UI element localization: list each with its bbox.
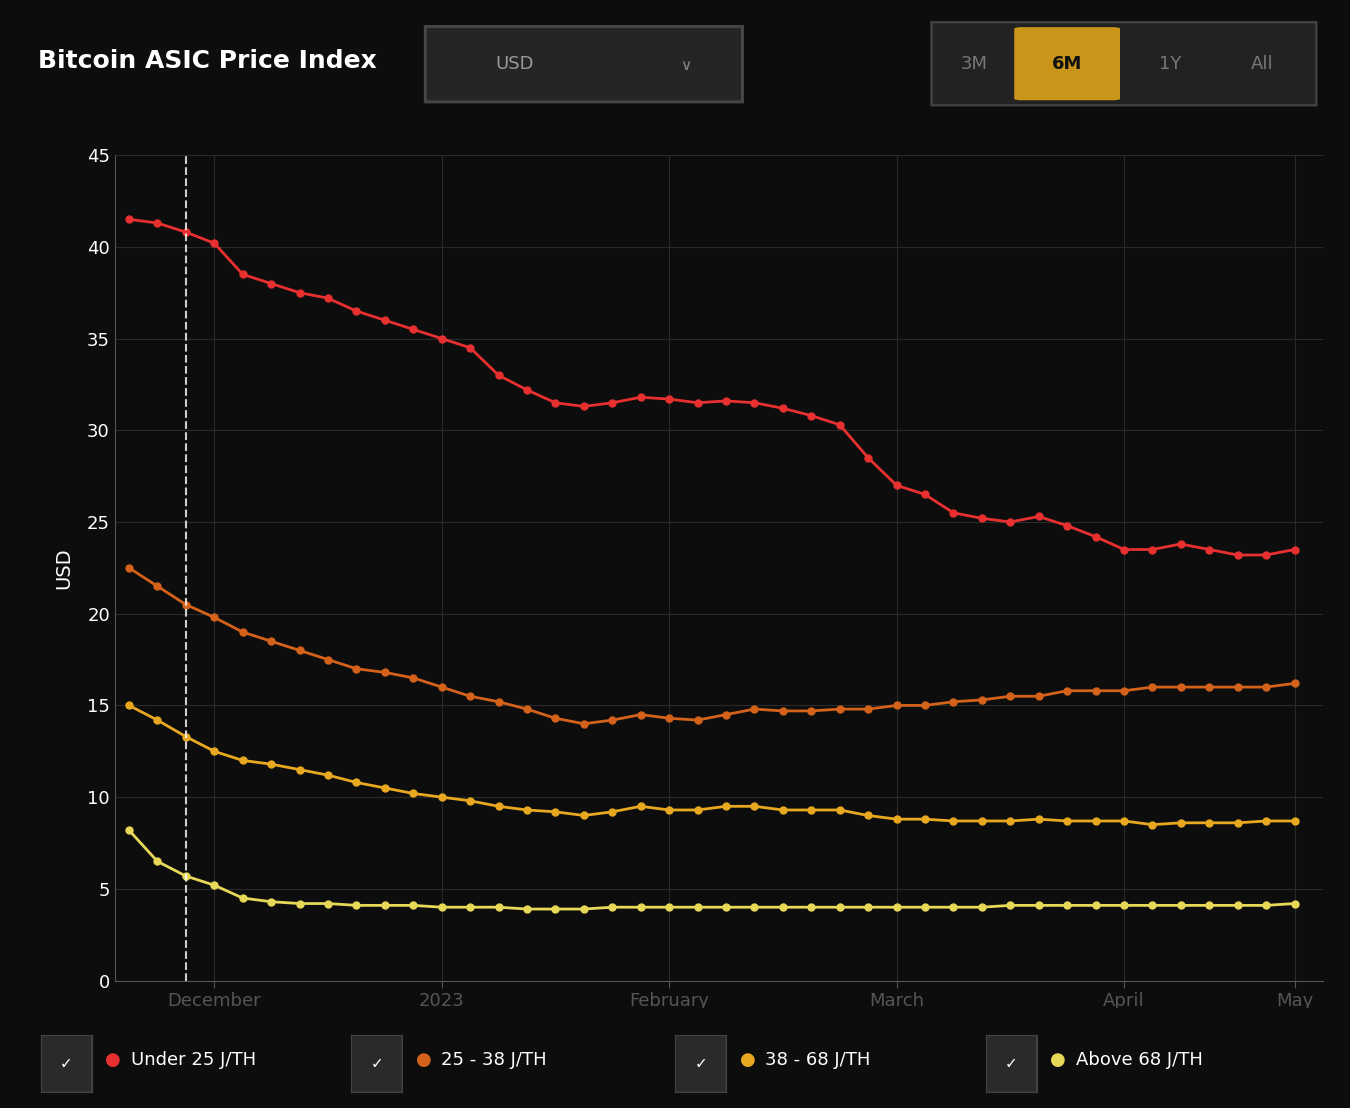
Text: ●: ● — [740, 1051, 756, 1069]
FancyBboxPatch shape — [425, 27, 742, 102]
Text: 1Y: 1Y — [1158, 54, 1181, 73]
Text: USD: USD — [495, 55, 533, 73]
Text: ✓: ✓ — [1004, 1056, 1018, 1071]
Text: 38 - 68 J/TH: 38 - 68 J/TH — [765, 1051, 871, 1069]
Text: Under 25 J/TH: Under 25 J/TH — [131, 1051, 256, 1069]
FancyBboxPatch shape — [351, 1035, 402, 1092]
Text: ✓: ✓ — [694, 1056, 707, 1071]
FancyBboxPatch shape — [931, 22, 1316, 105]
Text: Above 68 J/TH: Above 68 J/TH — [1076, 1051, 1203, 1069]
Text: Bitcoin ASIC Price Index: Bitcoin ASIC Price Index — [38, 49, 377, 73]
Text: 3M: 3M — [960, 54, 987, 73]
FancyBboxPatch shape — [675, 1035, 726, 1092]
Y-axis label: USD: USD — [54, 547, 73, 588]
Text: ●: ● — [1050, 1051, 1066, 1069]
Text: 6M: 6M — [1052, 54, 1083, 73]
Text: All: All — [1251, 54, 1273, 73]
FancyBboxPatch shape — [986, 1035, 1037, 1092]
Text: ∨: ∨ — [680, 59, 691, 73]
Text: ✓: ✓ — [59, 1056, 73, 1071]
Text: 25 - 38 J/TH: 25 - 38 J/TH — [441, 1051, 547, 1069]
Text: ●: ● — [416, 1051, 432, 1069]
FancyBboxPatch shape — [40, 1035, 92, 1092]
FancyBboxPatch shape — [1014, 28, 1120, 100]
Text: ✓: ✓ — [370, 1056, 383, 1071]
Text: ●: ● — [105, 1051, 122, 1069]
